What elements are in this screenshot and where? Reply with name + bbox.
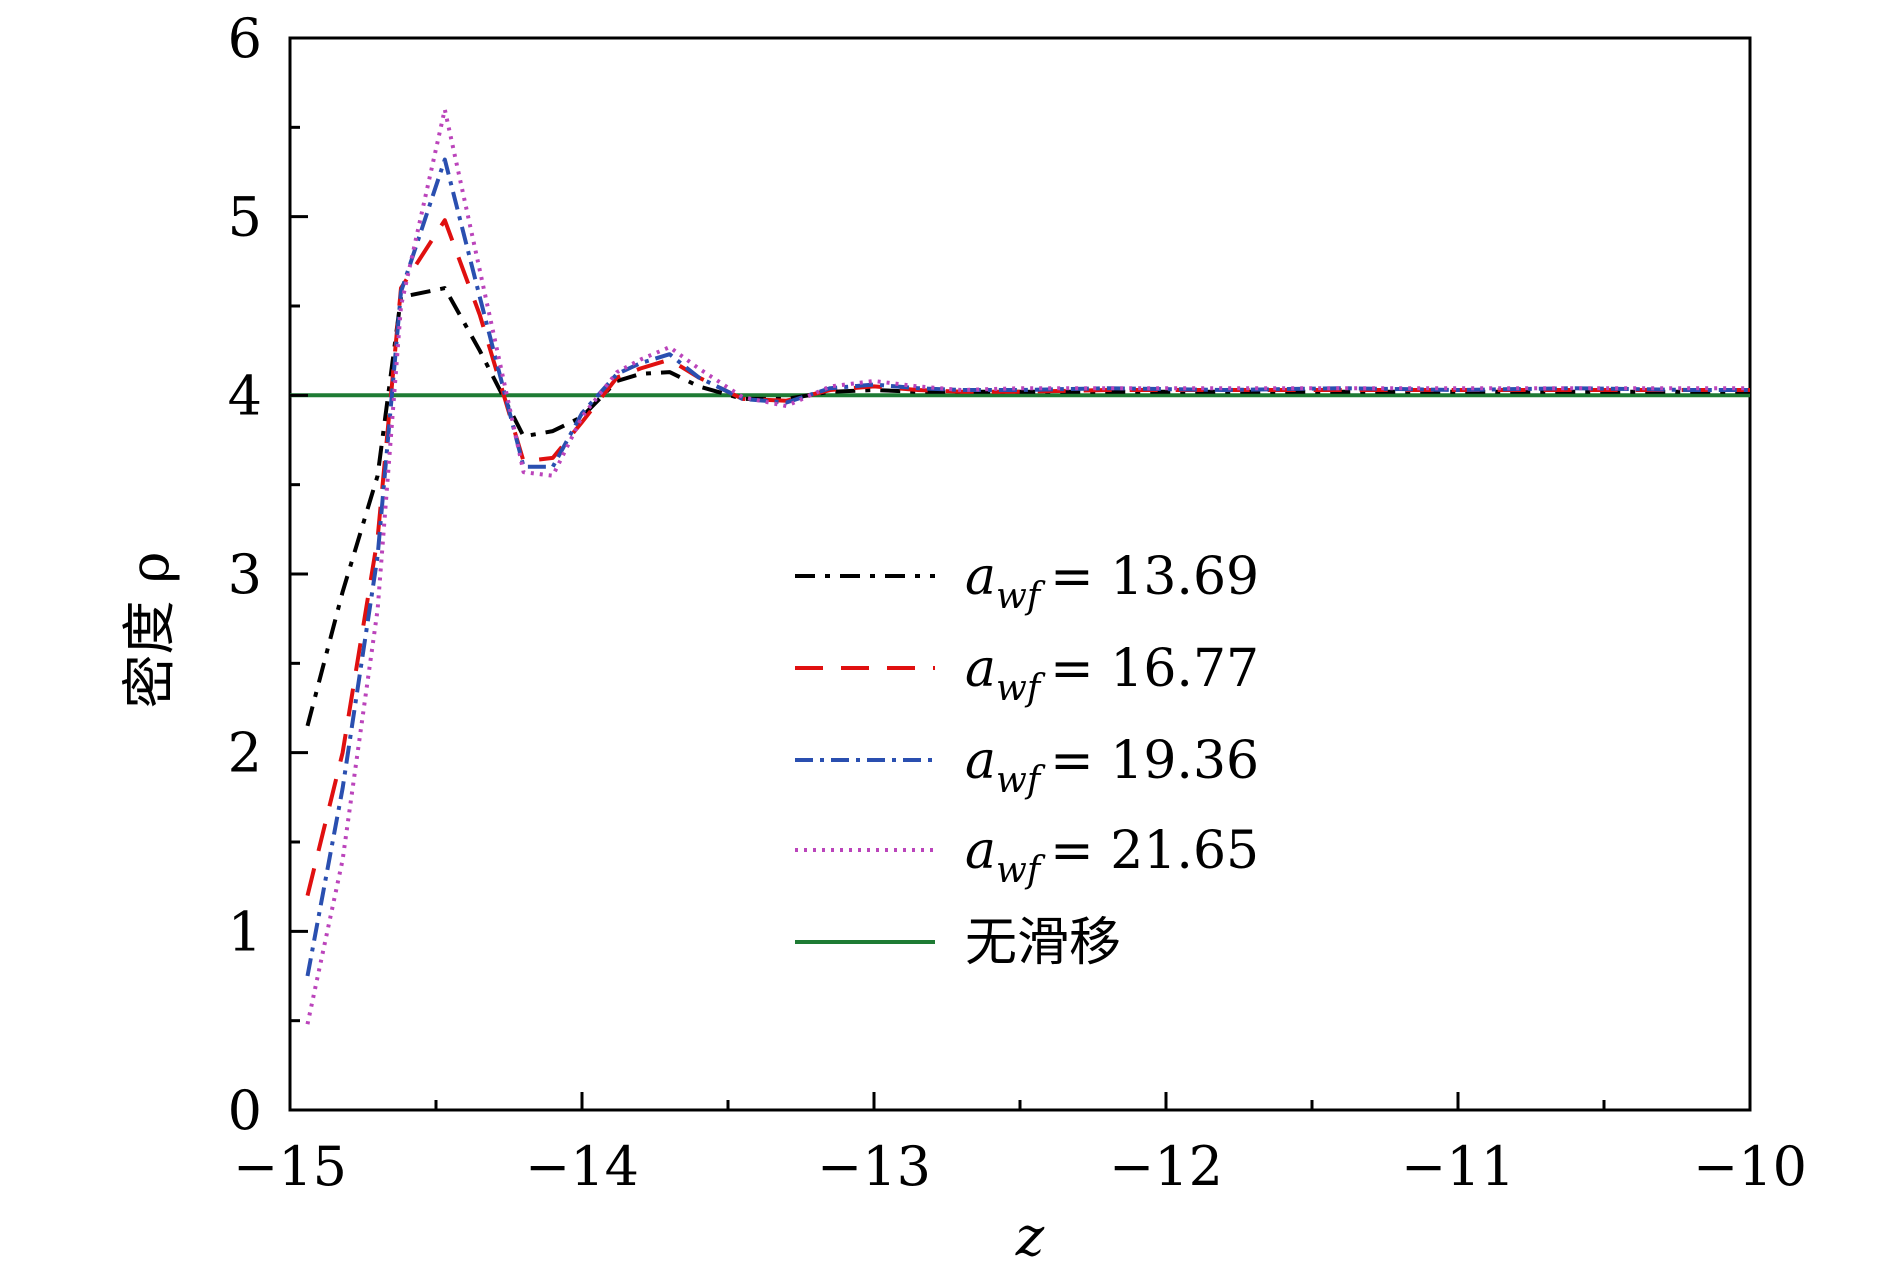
legend-subscript: wf	[996, 576, 1046, 617]
legend-label-2: awf = 19.36	[965, 731, 1259, 801]
legend-label-3: awf = 21.65	[965, 821, 1259, 891]
series-layer	[290, 107, 1750, 1025]
y-axis-title: 密度 ρ	[118, 552, 181, 709]
x-tick-label: −15	[233, 1135, 347, 1198]
y-tick-label: 1	[228, 900, 262, 963]
x-axis: −15 −14 −13 −12 −11 −10	[233, 1092, 1807, 1198]
legend-var: a	[965, 731, 996, 791]
legend-value: = 16.77	[1050, 639, 1259, 699]
legend-subscript: wf	[996, 850, 1046, 891]
legend-subscript: wf	[996, 668, 1046, 709]
x-tick-label: −12	[1109, 1135, 1223, 1198]
x-tick-label: −14	[525, 1135, 639, 1198]
legend-label-0: awf = 13.69	[965, 547, 1259, 617]
y-tick-label: 3	[228, 543, 262, 606]
y-tick-label: 2	[228, 722, 262, 785]
y-tick-label: 4	[228, 364, 262, 427]
legend-value: = 13.69	[1050, 547, 1259, 607]
legend-var: a	[965, 547, 996, 607]
series-line-3	[305, 107, 1750, 1025]
legend-var: a	[965, 821, 996, 881]
y-tick-label: 0	[228, 1079, 262, 1142]
legend-var: a	[965, 639, 996, 699]
series-line-0	[305, 286, 1750, 727]
y-axis: 0 1 2 3 4 5 6	[228, 7, 308, 1142]
legend-label-1: awf = 16.77	[965, 639, 1259, 709]
x-tick-label: −11	[1401, 1135, 1515, 1198]
x-tick-label: −10	[1693, 1135, 1807, 1198]
y-tick-label: 5	[228, 186, 262, 249]
x-tick-label: −13	[817, 1135, 931, 1198]
y-tick-label: 6	[228, 7, 262, 70]
legend-label-4: 无滑移	[965, 913, 1121, 973]
legend-subscript: wf	[996, 760, 1046, 801]
x-axis-title: z	[1015, 1205, 1045, 1264]
legend-value: = 19.36	[1050, 731, 1259, 791]
legend-value: = 21.65	[1050, 821, 1259, 881]
